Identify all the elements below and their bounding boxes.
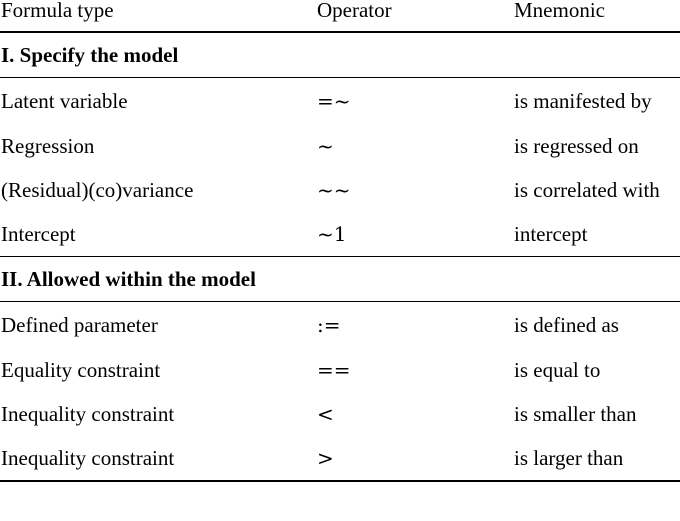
mnemonic-cell: intercept [513, 212, 680, 257]
operator-cell: == [317, 358, 351, 382]
header-operator: Operator [316, 0, 513, 33]
operator-cell: > [316, 436, 513, 482]
header-formula-type: Formula type [0, 0, 316, 33]
header-mnemonic: Mnemonic [513, 0, 680, 33]
formula-type-cell: Latent variable [1, 88, 128, 113]
operator-cell: ~ [317, 134, 334, 158]
table-row: Inequality constraint > is larger than [0, 436, 680, 482]
mnemonic-cell: is correlated with [514, 177, 660, 202]
table-row: Latent variable =~ is manifested by [0, 78, 680, 125]
mnemonic-cell: is larger than [513, 436, 680, 482]
section-title: II. Allowed within the model [0, 256, 316, 302]
operator-cell: < [317, 402, 334, 426]
header-row: Formula type Operator Mnemonic [0, 0, 680, 33]
table-row: Regression ~ is regressed on [0, 124, 680, 168]
section-title: I. Specify the model [0, 32, 316, 78]
operator-cell: ~~ [317, 178, 351, 202]
operator-cell: ~1 [316, 212, 513, 257]
mnemonic-cell: is defined as [514, 312, 619, 337]
table-row: Equality constraint == is equal to [0, 348, 680, 392]
formula-type-cell: Intercept [0, 212, 316, 257]
formula-type-cell: Equality constraint [1, 357, 161, 382]
section-heading-specify: I. Specify the model [0, 32, 680, 78]
mnemonic-cell: is smaller than [514, 401, 637, 426]
mnemonic-cell: is regressed on [514, 133, 639, 158]
formula-type-cell: (Residual)(co)variance [1, 177, 194, 202]
table-row: Intercept ~1 intercept [0, 212, 680, 257]
mnemonic-cell: is equal to [514, 357, 601, 382]
formula-type-cell: Defined parameter [1, 312, 158, 337]
mnemonic-cell: is manifested by [514, 88, 652, 113]
formula-type-cell: Inequality constraint [0, 436, 316, 482]
formula-type-cell: Inequality constraint [1, 401, 175, 426]
formula-type-cell: Regression [1, 133, 95, 158]
operator-cell: := [317, 313, 341, 337]
section-heading-allowed: II. Allowed within the model [0, 256, 680, 302]
formula-table: Formula type Operator Mnemonic I. Specif… [0, 0, 680, 482]
table-row: Defined parameter := is defined as [0, 302, 680, 349]
operator-cell: =~ [317, 89, 351, 113]
table-row: (Residual)(co)variance ~~ is correlated … [0, 168, 680, 212]
table-row: Inequality constraint < is smaller than [0, 392, 680, 436]
